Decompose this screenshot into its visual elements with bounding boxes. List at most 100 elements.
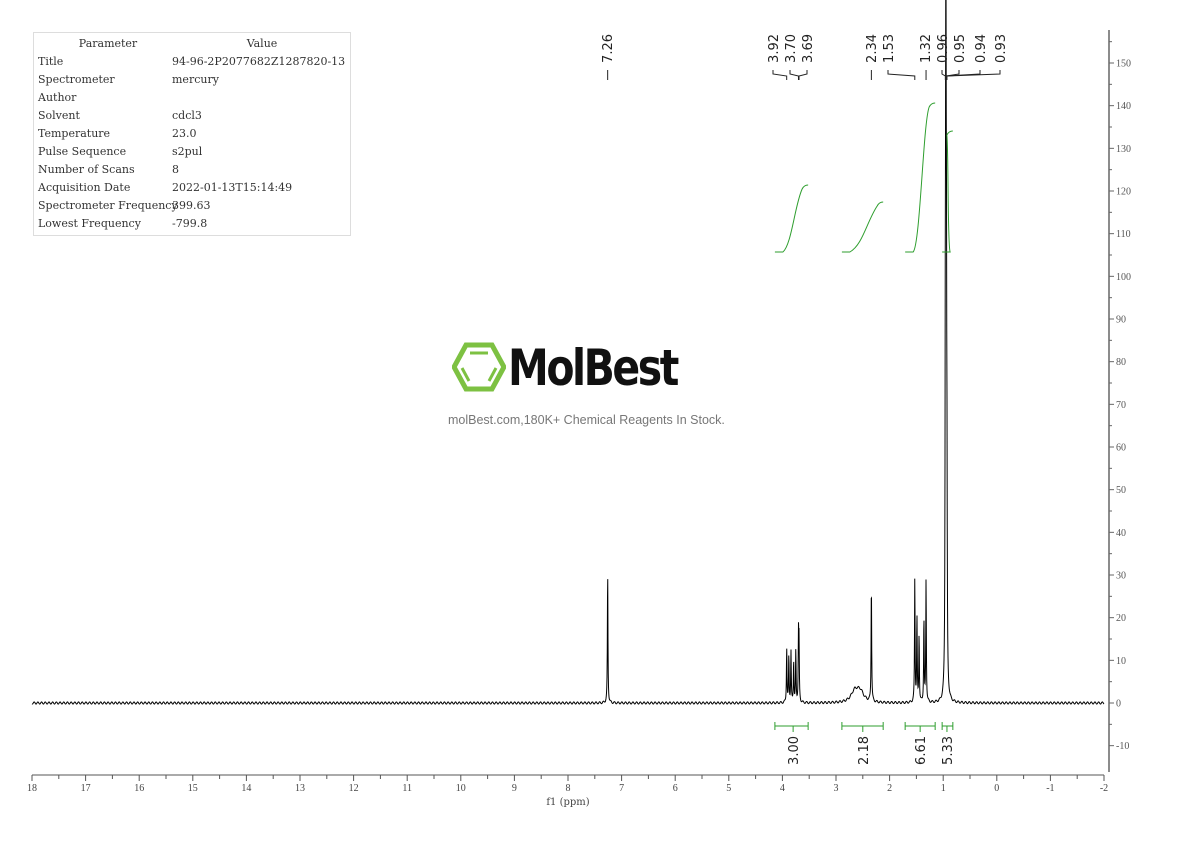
parameter-name: Solvent <box>38 109 80 122</box>
peak-label-connector <box>887 70 916 80</box>
x-tick-label: 13 <box>295 783 305 794</box>
x-tick-label: 18 <box>27 783 37 794</box>
y-tick-label: 130 <box>1116 144 1131 155</box>
x-tick-label: 7 <box>619 783 624 794</box>
x-tick-label: 14 <box>241 783 251 794</box>
peak-label: 7.26 <box>601 34 616 63</box>
peak-label: 3.70 <box>784 34 799 63</box>
parameter-row: Spectrometer mercury <box>38 71 346 89</box>
peak-label-connector <box>941 70 946 80</box>
peak-label: 3.69 <box>801 34 816 63</box>
parameter-value: -799.8 <box>172 217 208 230</box>
y-tick-label: 30 <box>1116 571 1126 582</box>
parameter-row: Author <box>38 89 346 107</box>
peak-label-connector <box>798 70 808 80</box>
parameter-name: Spectrometer <box>38 73 115 86</box>
y-tick-label: 110 <box>1116 229 1131 240</box>
parameter-value: 399.63 <box>172 199 211 212</box>
parameter-value: cdcl3 <box>172 109 202 122</box>
y-tick-label: 50 <box>1116 485 1126 496</box>
y-tick-label: 0 <box>1116 699 1121 710</box>
parameter-value: s2pul <box>172 145 203 158</box>
integral-curve <box>905 102 936 253</box>
x-tick-label: -2 <box>1100 783 1108 794</box>
x-tick-label: 6 <box>673 783 678 794</box>
parameter-value: 94-96-2P2077682Z1287820-13 <box>172 55 346 68</box>
parameter-row: Number of Scans 8 <box>38 161 346 179</box>
y-tick-label: 90 <box>1116 315 1126 326</box>
x-tick-label: 5 <box>726 783 731 794</box>
x-tick-label: 16 <box>134 783 144 794</box>
parameter-row: Temperature 23.0 <box>38 125 346 143</box>
peak-label-connector <box>946 70 1001 80</box>
integral-curve <box>774 184 809 253</box>
parameter-row: Spectrometer Frequency 399.63 <box>38 197 346 215</box>
peak-label: 0.96 <box>936 34 951 63</box>
peak-label: 2.34 <box>865 34 880 63</box>
parameter-value: mercury <box>172 73 219 86</box>
parameter-row: Acquisition Date 2022-01-13T15:14:49 <box>38 179 346 197</box>
parameter-table-header: Parameter Value <box>38 35 346 53</box>
y-tick-label: 80 <box>1116 357 1126 368</box>
y-tick-label: 150 <box>1116 59 1131 70</box>
peak-label: 0.94 <box>974 34 989 63</box>
y-tick-label: 20 <box>1116 613 1126 624</box>
integral-curve <box>841 201 884 253</box>
y-tick-label: 70 <box>1116 400 1126 411</box>
y-tick-label: 120 <box>1116 187 1131 198</box>
parameter-row: Solvent cdcl3 <box>38 107 346 125</box>
y-tick-label: 10 <box>1116 656 1126 667</box>
parameter-row: Pulse Sequence s2pul <box>38 143 346 161</box>
x-tick-label: 12 <box>349 783 359 794</box>
x-tick-label: 2 <box>887 783 892 794</box>
watermark-brand: MolBest <box>508 339 679 397</box>
parameter-row: Title 94-96-2P2077682Z1287820-13 <box>38 53 346 71</box>
x-tick-label: 10 <box>456 783 466 794</box>
peak-label: 3.92 <box>767 34 782 63</box>
y-tick-label: 140 <box>1116 101 1131 112</box>
parameter-value: 23.0 <box>172 127 197 140</box>
integral-curve <box>942 130 953 253</box>
x-tick-label: 15 <box>188 783 198 794</box>
integral-value: 6.61 <box>914 736 929 765</box>
x-tick-label: 8 <box>566 783 571 794</box>
x-axis-label: f1 (ppm) <box>546 797 589 808</box>
peak-label-connector <box>789 70 799 80</box>
peak-label: 1.53 <box>882 34 897 63</box>
parameter-value: 2022-01-13T15:14:49 <box>172 181 293 194</box>
x-tick-label: 4 <box>780 783 785 794</box>
integral-value: 5.33 <box>941 736 956 765</box>
peak-label: 0.95 <box>953 34 968 63</box>
spectrum-line <box>31 0 1105 705</box>
header-parameter: Parameter <box>78 37 138 50</box>
x-tick-label: 9 <box>512 783 517 794</box>
parameter-table: Parameter Value Title 94-96-2P2077682Z128… <box>33 32 351 236</box>
parameter-value: 8 <box>172 163 179 176</box>
molbest-logo-icon <box>452 342 506 392</box>
parameter-name: Acquisition Date <box>38 181 131 194</box>
header-value: Value <box>246 37 278 50</box>
y-tick-label: 40 <box>1116 528 1126 539</box>
x-tick-label: 0 <box>994 783 999 794</box>
x-tick-label: 17 <box>81 783 91 794</box>
parameter-name: Title <box>38 55 64 68</box>
y-tick-label: 100 <box>1116 272 1131 283</box>
x-tick-label: -1 <box>1046 783 1054 794</box>
x-tick-label: 1 <box>941 783 946 794</box>
parameter-name: Spectrometer Frequency <box>38 199 178 212</box>
parameter-row: Lowest Frequency -799.8 <box>38 215 346 233</box>
x-tick-label: 11 <box>402 783 412 794</box>
y-tick-label: -10 <box>1116 741 1129 752</box>
peak-label: 0.93 <box>994 34 1009 63</box>
peak-label-connector <box>772 70 788 80</box>
peak-label: 1.32 <box>919 34 934 63</box>
x-tick-label: 3 <box>834 783 839 794</box>
parameter-name: Lowest Frequency <box>38 217 141 230</box>
y-tick-label: 60 <box>1116 443 1126 454</box>
parameter-name: Temperature <box>38 127 111 140</box>
parameter-name: Number of Scans <box>38 163 135 176</box>
integral-value: 3.00 <box>787 736 802 765</box>
parameter-name: Pulse Sequence <box>38 145 127 158</box>
peak-label-connector <box>945 70 960 80</box>
